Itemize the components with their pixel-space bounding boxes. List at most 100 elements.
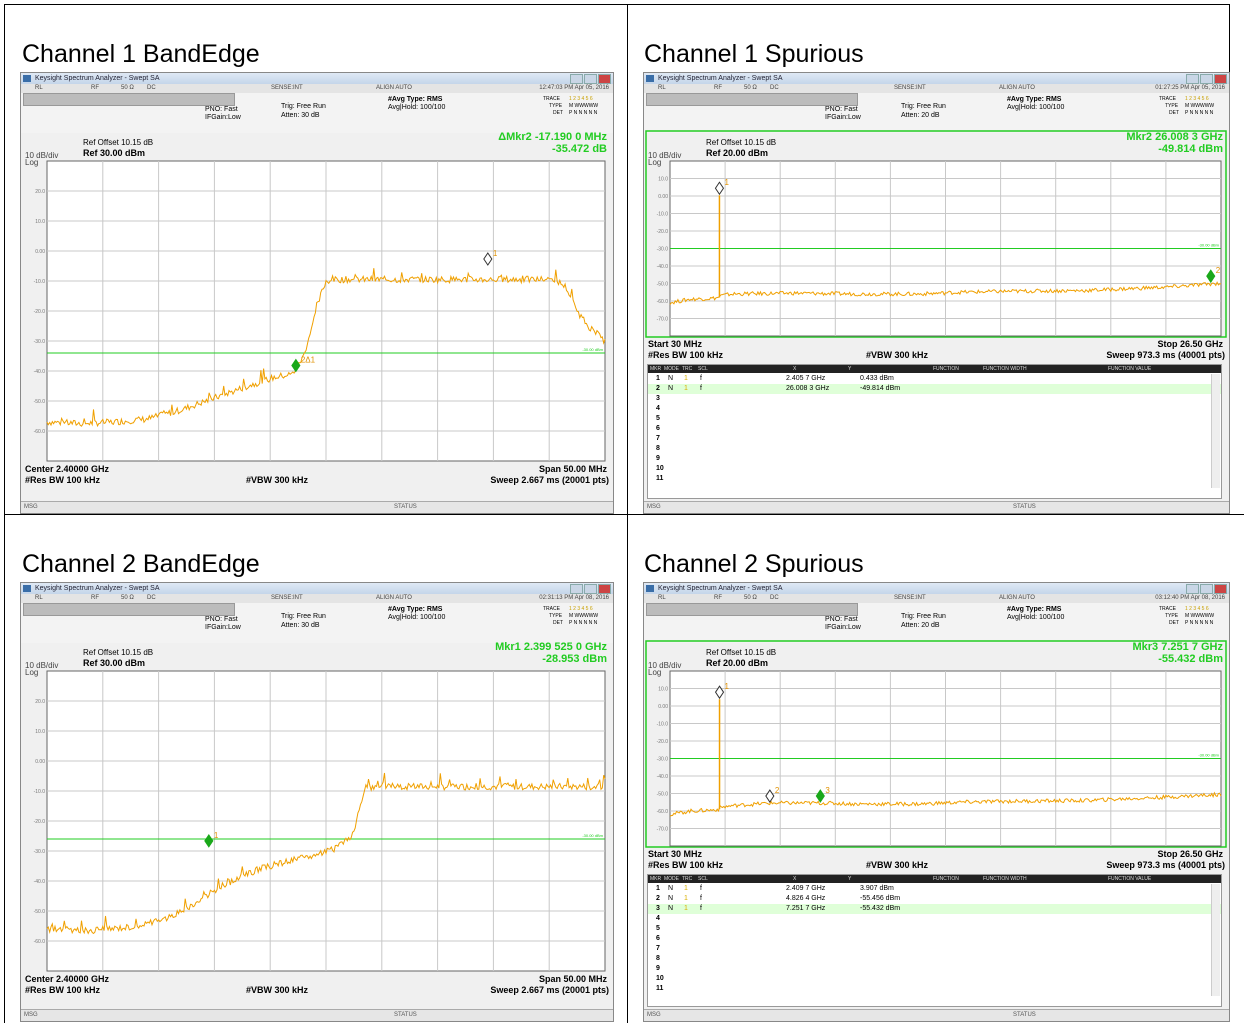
table-row[interactable]: 1 N 1 f 2.405 7 GHz 0.433 dBm bbox=[648, 374, 1221, 384]
close-icon[interactable] bbox=[1214, 584, 1227, 594]
table-row[interactable]: 10 bbox=[648, 974, 1221, 984]
cell-mkr: 6 bbox=[656, 425, 660, 432]
maximize-icon[interactable] bbox=[584, 584, 597, 594]
cell-mkr: 8 bbox=[656, 955, 660, 962]
cell-x: 7.251 7 GHz bbox=[786, 905, 826, 912]
cell-y: -55.456 dBm bbox=[860, 895, 901, 902]
toolbar-impedance: 50 Ω bbox=[121, 595, 134, 601]
table-row[interactable]: 3 N 1 f 7.251 7 GHz -55.432 dBm bbox=[648, 904, 1221, 914]
scale-label: 10 dB/div bbox=[648, 661, 682, 670]
marker-table-header: MKR MODE TRC SCL X Y FUNCTION FUNCTION WIDTH FUN… bbox=[648, 875, 1221, 883]
y-tick-label: 0.00 bbox=[35, 759, 45, 765]
table-row[interactable]: 6 bbox=[648, 424, 1221, 434]
status-label: STATUS bbox=[394, 504, 417, 510]
active-window-border bbox=[645, 130, 1227, 338]
cell-x: 2.405 7 GHz bbox=[786, 375, 826, 382]
table-row[interactable]: 11 bbox=[648, 474, 1221, 484]
ref-offset: Ref Offset 10.15 dB bbox=[706, 138, 777, 147]
spectrum-plot: 10.0 0.00 -10.0 -20.0 -30.0 -40.0 -50.0 -60.0 -7… bbox=[645, 640, 1227, 848]
table-header-cell: TRC bbox=[682, 876, 693, 882]
close-icon[interactable] bbox=[1214, 74, 1227, 84]
toolbar-impedance: 50 Ω bbox=[744, 595, 757, 601]
y-tick-label: -70.0 bbox=[657, 827, 669, 833]
table-row[interactable]: 4 bbox=[648, 404, 1221, 414]
input-bar[interactable] bbox=[23, 603, 235, 616]
table-header-cell: X bbox=[793, 876, 797, 882]
y-tick-label: -10.0 bbox=[657, 212, 669, 218]
table-row[interactable]: 3 bbox=[648, 394, 1221, 404]
minimize-icon[interactable] bbox=[570, 584, 583, 594]
cell-mkr: 10 bbox=[656, 465, 664, 472]
table-row[interactable]: 10 bbox=[648, 464, 1221, 474]
table-row[interactable]: 1 N 1 f 2.409 7 GHz 3.907 dBm bbox=[648, 884, 1221, 894]
table-row[interactable]: 8 bbox=[648, 444, 1221, 454]
marker-readout-line1: Mkr3 7.251 7 GHz bbox=[1132, 641, 1224, 653]
y-tick-label: -10.0 bbox=[657, 722, 669, 728]
maximize-icon[interactable] bbox=[584, 74, 597, 84]
y-tick-label: -30.0 bbox=[34, 849, 46, 855]
window-title: Keysight Spectrum Analyzer - Swept SA bbox=[658, 75, 783, 82]
footer-right-1: Stop 26.50 GHz bbox=[1157, 849, 1223, 859]
input-bar[interactable] bbox=[23, 93, 235, 106]
table-row[interactable]: 8 bbox=[648, 954, 1221, 964]
table-row[interactable]: 9 bbox=[648, 454, 1221, 464]
status-toolbar: RL RF 50 Ω DC SENSE:INT ALIGN AUTO 01:27:25 PM… bbox=[644, 84, 1229, 93]
cell-trc: 1 bbox=[684, 385, 688, 392]
table-row[interactable]: 2 N 1 f 4.826 4 GHz -55.456 dBm bbox=[648, 894, 1221, 904]
table-header-cell: FUNCTION WIDTH bbox=[983, 366, 1027, 372]
input-bar[interactable] bbox=[646, 93, 858, 106]
table-row[interactable]: 7 bbox=[648, 944, 1221, 954]
pno-label: PNO: Fast bbox=[205, 106, 238, 113]
minimize-icon[interactable] bbox=[1186, 74, 1199, 84]
cell-mkr: 8 bbox=[656, 445, 660, 452]
close-icon[interactable] bbox=[598, 74, 611, 84]
table-row[interactable]: 4 bbox=[648, 914, 1221, 924]
footer-right-2: Sweep 973.3 ms (40001 pts) bbox=[1106, 860, 1225, 870]
maximize-icon[interactable] bbox=[1200, 584, 1213, 594]
cell-mode: N bbox=[668, 905, 674, 912]
limit-line-label: -30.00 dBm bbox=[582, 833, 603, 838]
table-header-cell: FUNCTION bbox=[933, 876, 959, 882]
toolbar-rl: RL bbox=[35, 85, 43, 91]
table-header-cell: FUNCTION VALUE bbox=[1108, 876, 1152, 882]
y-tick-label: -50.0 bbox=[657, 792, 669, 798]
trace-label: TRACE bbox=[543, 96, 560, 102]
table-row[interactable]: 2 N 1 f 26.008 3 GHz -49.814 dBm bbox=[648, 384, 1221, 394]
table-row[interactable]: 9 bbox=[648, 964, 1221, 974]
app-icon bbox=[646, 75, 654, 82]
table-row[interactable]: 5 bbox=[648, 924, 1221, 934]
timestamp: 12:47:03 PM Apr 05, 2016 bbox=[539, 85, 609, 91]
type-values: M WWWWW bbox=[1185, 613, 1215, 619]
ifgain-label: IFGain:Low bbox=[205, 114, 241, 121]
cell-mkr: 10 bbox=[656, 975, 664, 982]
status-msg: MSG bbox=[24, 504, 38, 510]
toolbar-rf: RF bbox=[714, 595, 722, 601]
footer-left-1: Start 30 MHz bbox=[648, 849, 703, 859]
avg-type-label: #Avg Type: RMS bbox=[1007, 606, 1062, 613]
marker-table-header: MKR MODE TRC SCL X Y FUNCTION FUNCTION WIDTH FUN… bbox=[648, 365, 1221, 373]
ref-level: Ref 30.00 dBm bbox=[83, 658, 146, 668]
scale-label: 10 dB/div bbox=[25, 151, 59, 160]
cell-scl: f bbox=[700, 375, 702, 382]
toolbar-sense: SENSE:INT bbox=[271, 595, 303, 601]
input-bar[interactable] bbox=[646, 603, 858, 616]
table-row[interactable]: 5 bbox=[648, 414, 1221, 424]
toolbar-coupling: DC bbox=[770, 85, 779, 91]
minimize-icon[interactable] bbox=[1186, 584, 1199, 594]
cell-scl: f bbox=[700, 895, 702, 902]
cell-trc: 1 bbox=[684, 905, 688, 912]
table-scrollbar[interactable] bbox=[1211, 884, 1220, 996]
close-icon[interactable] bbox=[598, 584, 611, 594]
cell-mkr: 7 bbox=[656, 435, 660, 442]
maximize-icon[interactable] bbox=[1200, 74, 1213, 84]
minimize-icon[interactable] bbox=[570, 74, 583, 84]
window-titlebar: Keysight Spectrum Analyzer - Swept SA bbox=[21, 73, 613, 84]
table-row[interactable]: 11 bbox=[648, 984, 1221, 994]
pno-label: PNO: Fast bbox=[825, 616, 858, 623]
table-scrollbar[interactable] bbox=[1211, 374, 1220, 488]
table-row[interactable]: 7 bbox=[648, 434, 1221, 444]
table-row[interactable]: 6 bbox=[648, 934, 1221, 944]
marker-readout: Mkr2 26.008 3 GHz -49.814 dBm bbox=[1126, 131, 1223, 155]
scale-label: 10 dB/div bbox=[648, 151, 682, 160]
marker-readout-line1: ΔMkr2 -17.190 0 MHz bbox=[498, 131, 607, 143]
